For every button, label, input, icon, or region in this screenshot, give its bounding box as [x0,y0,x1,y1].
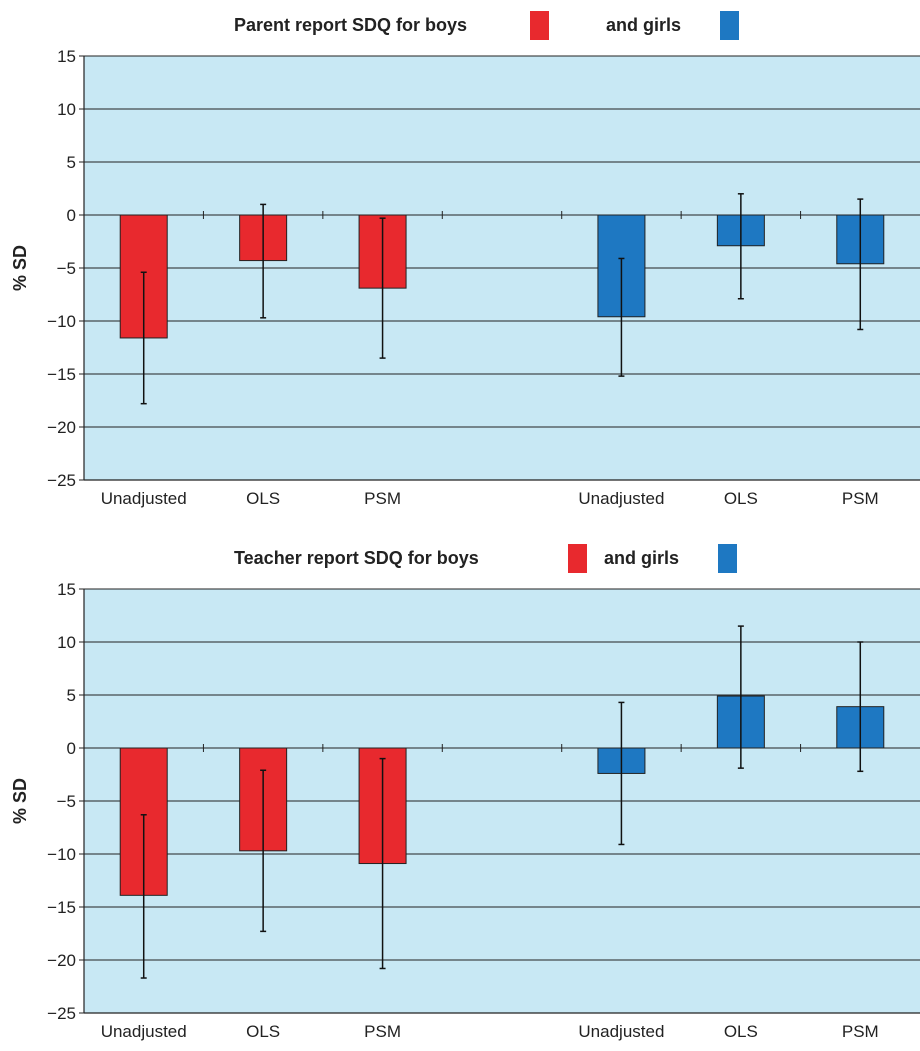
y-tick-label: 0 [67,206,76,225]
chart-svg: 15 10 5 0 −5 −10 −15 −20 −25 % SD Unadjusted OLS PSM… [10,580,920,1041]
y-axis-label: % SD [10,778,30,824]
x-tick-label: Unadjusted [101,489,187,508]
parent-report-chart: Parent report SDQ for boys and girls 15 1… [0,0,920,518]
y-axis-label: % SD [10,245,30,291]
y-tick-label: 10 [57,633,76,652]
chart-title: Parent report SDQ for boys [234,15,468,35]
y-tick-label: 5 [67,686,76,705]
x-tick-label: OLS [246,1022,280,1041]
y-tick-label: −25 [47,471,76,490]
x-tick-label: OLS [724,1022,758,1041]
teacher-report-chart: Teacher report SDQ for boys and girls 15… [0,533,920,1051]
x-tick-label: PSM [842,489,879,508]
y-tick-label: −10 [47,845,76,864]
y-tick-label: −25 [47,1004,76,1023]
x-tick-label: Unadjusted [578,1022,664,1041]
x-tick-label: PSM [364,489,401,508]
y-tick-label: 10 [57,100,76,119]
x-tick-label: OLS [724,489,758,508]
boys-legend-swatch [568,544,587,573]
y-tick-label: −15 [47,365,76,384]
boys-legend-swatch [530,11,549,40]
y-tick-label: −20 [47,418,76,437]
y-tick-label: −20 [47,951,76,970]
chart-title-suffix: and girls [604,548,680,568]
chart-title-suffix: and girls [606,15,682,35]
y-tick-label: −15 [47,898,76,917]
y-tick-label: −5 [57,792,76,811]
chart-title: Teacher report SDQ for boys [234,548,479,568]
x-tick-label: PSM [364,1022,401,1041]
y-tick-label: 15 [57,47,76,66]
girls-legend-swatch [720,11,739,40]
y-tick-label: 5 [67,153,76,172]
y-tick-label: 0 [67,739,76,758]
chart-svg: 15 10 5 0 −5 −10 −15 −20 −25 % SD Unadjusted OLS PSM… [10,47,920,508]
x-tick-label: Unadjusted [578,489,664,508]
x-tick-label: OLS [246,489,280,508]
girls-legend-swatch [718,544,737,573]
y-tick-label: −10 [47,312,76,331]
y-tick-label: −5 [57,259,76,278]
x-tick-label: Unadjusted [101,1022,187,1041]
x-tick-label: PSM [842,1022,879,1041]
y-tick-label: 15 [57,580,76,599]
